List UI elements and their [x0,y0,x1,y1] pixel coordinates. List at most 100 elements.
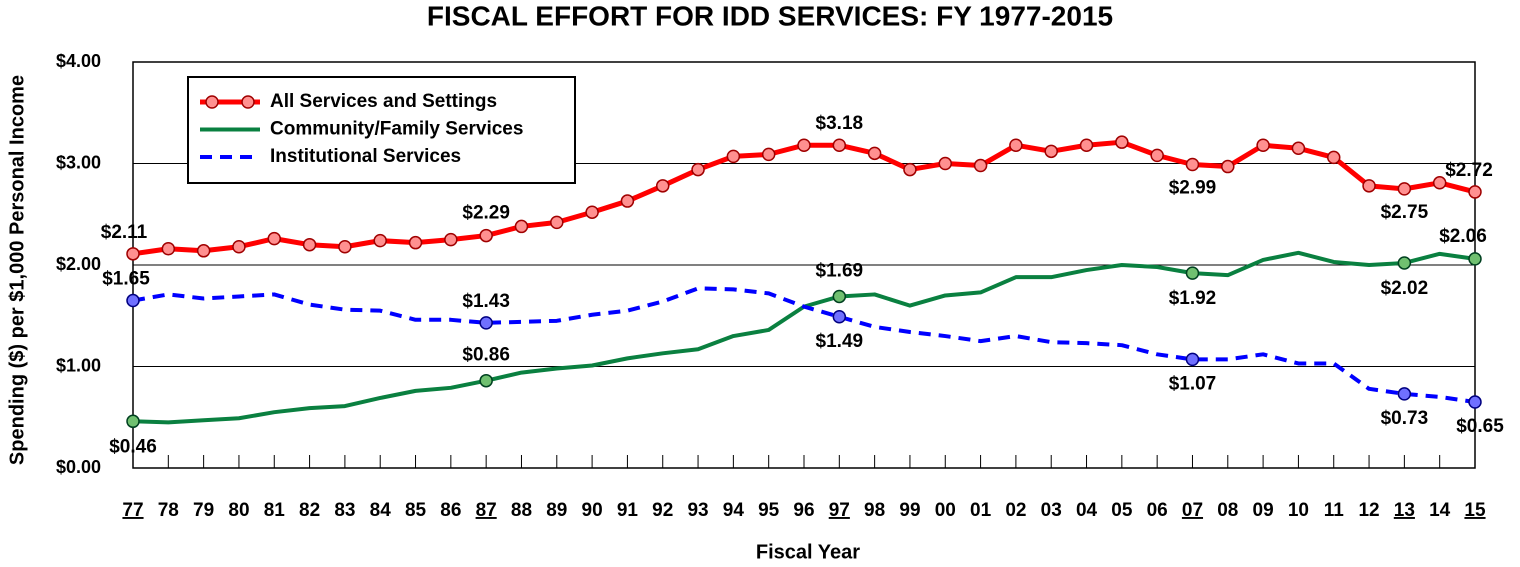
data-label: $0.73 [1381,408,1429,429]
x-tick-label: 04 [1076,500,1098,521]
legend-marker [205,95,219,109]
data-label: $2.29 [462,203,510,224]
point-marker [1221,159,1235,174]
data-label: $2.75 [1381,202,1429,223]
chart-title: FISCAL EFFORT FOR IDD SERVICES: FY 1977-… [427,0,1113,31]
point-marker [1468,185,1482,199]
y-tick-label: $1.00 [56,355,101,375]
x-axis-label: Fiscal Year [756,541,860,563]
point-marker [550,215,564,230]
point-marker [338,239,352,254]
point-marker [797,138,811,152]
x-tick-label: 86 [440,500,461,521]
x-tick-label: 15 [1464,500,1486,521]
data-label: $1.65 [102,269,150,290]
point-marker [655,179,670,193]
point-marker [479,316,493,330]
point-marker [726,149,741,164]
x-tick-label: 07 [1182,500,1203,521]
point-marker [1044,144,1058,159]
point-marker [232,239,246,254]
point-marker [691,162,705,177]
x-tick-label: 77 [122,500,143,521]
point-marker [761,147,776,162]
x-tick-label: 96 [793,500,814,521]
data-label: $0.65 [1456,416,1504,437]
point-marker [1185,157,1200,172]
x-tick-label: 81 [264,500,286,521]
point-marker [1432,176,1447,190]
point-marker [126,414,140,429]
point-marker [832,138,847,152]
data-label: $0.86 [462,345,510,366]
point-marker [1468,395,1482,409]
x-tick-label: 80 [228,500,249,521]
data-label: $1.69 [816,260,864,281]
data-label: $2.11 [101,222,148,243]
x-tick-label: 01 [970,500,992,521]
legend-label: Community/Family Services [270,119,523,140]
data-label: $1.49 [816,331,864,352]
point-marker [126,247,140,261]
data-label: $1.92 [1169,288,1217,309]
point-marker [514,219,529,234]
x-tick-label: 89 [546,500,567,521]
data-label: $1.43 [462,291,510,312]
x-tick-label: 99 [899,500,920,521]
point-marker [1397,182,1412,196]
x-tick-label: 98 [864,500,885,521]
legend-marker [241,95,255,109]
x-tick-label: 00 [935,500,956,521]
x-tick-label: 84 [370,500,392,521]
point-marker [302,237,317,252]
x-tick-label: 90 [582,500,603,521]
point-marker [1009,138,1023,152]
point-marker [832,310,847,324]
y-axis-label: Spending ($) per $1,000 Personal Income [6,75,28,465]
point-marker [1468,252,1482,266]
x-tick-label: 92 [652,500,673,521]
y-tick-label: $4.00 [56,51,101,71]
x-tick-label: 13 [1394,500,1415,521]
point-marker [444,232,458,247]
point-marker [1362,179,1376,193]
x-tick-label: 91 [617,500,639,521]
y-tick-label: $0.00 [56,457,101,477]
point-marker [161,242,176,256]
data-label: $2.99 [1169,178,1217,199]
point-marker [1185,266,1200,280]
point-marker [1397,256,1412,270]
x-tick-label: 08 [1217,500,1238,521]
point-marker [1079,138,1094,152]
data-label: $1.07 [1169,373,1217,394]
x-tick-label: 97 [829,500,850,521]
x-tick-label: 85 [405,500,427,521]
data-label: $3.18 [816,113,864,134]
y-tick-label: $3.00 [56,152,101,172]
x-tick-label: 14 [1429,500,1451,521]
point-marker [1256,138,1270,152]
point-marker [373,233,387,248]
data-label: $0.46 [109,436,157,457]
x-tick-label: 79 [193,500,214,521]
point-marker [479,228,493,243]
x-tick-label: 02 [1005,500,1026,521]
x-tick-label: 88 [511,500,532,521]
x-tick-label: 95 [758,500,780,521]
point-marker [867,146,882,161]
point-marker [1291,141,1306,156]
legend-label: All Services and Settings [270,91,497,112]
x-tick-label: 82 [299,500,320,521]
point-marker [1150,148,1164,163]
point-marker [973,158,988,173]
x-tick-label: 83 [334,500,355,521]
point-marker [1397,387,1412,401]
x-tick-label: 09 [1253,500,1274,521]
point-marker [1326,150,1341,165]
x-tick-label: 12 [1358,500,1379,521]
point-marker [267,231,282,246]
x-tick-label: 11 [1324,500,1345,521]
data-label: $2.02 [1381,278,1429,299]
point-marker [408,235,423,250]
